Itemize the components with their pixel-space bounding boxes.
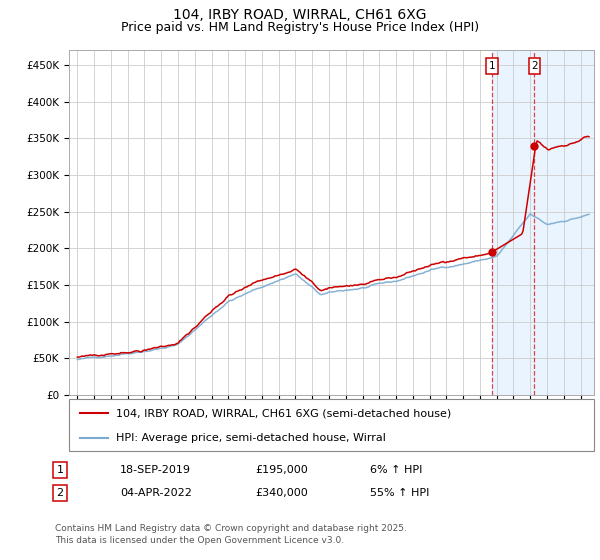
FancyBboxPatch shape — [69, 399, 594, 451]
Text: £195,000: £195,000 — [255, 465, 308, 475]
Bar — [492, 50, 594, 395]
Text: 104, IRBY ROAD, WIRRAL, CH61 6XG (semi-detached house): 104, IRBY ROAD, WIRRAL, CH61 6XG (semi-d… — [116, 408, 452, 418]
Text: Price paid vs. HM Land Registry's House Price Index (HPI): Price paid vs. HM Land Registry's House … — [121, 21, 479, 34]
Text: 2: 2 — [56, 488, 64, 498]
Text: 104, IRBY ROAD, WIRRAL, CH61 6XG: 104, IRBY ROAD, WIRRAL, CH61 6XG — [173, 8, 427, 22]
Text: £340,000: £340,000 — [255, 488, 308, 498]
Text: 1: 1 — [56, 465, 64, 475]
Text: Contains HM Land Registry data © Crown copyright and database right 2025.
This d: Contains HM Land Registry data © Crown c… — [55, 524, 407, 545]
Text: 55% ↑ HPI: 55% ↑ HPI — [370, 488, 430, 498]
Text: HPI: Average price, semi-detached house, Wirral: HPI: Average price, semi-detached house,… — [116, 433, 386, 443]
Text: 1: 1 — [489, 61, 496, 71]
Text: 18-SEP-2019: 18-SEP-2019 — [120, 465, 191, 475]
Text: 2: 2 — [531, 61, 538, 71]
Text: 04-APR-2022: 04-APR-2022 — [120, 488, 192, 498]
Text: 6% ↑ HPI: 6% ↑ HPI — [370, 465, 422, 475]
